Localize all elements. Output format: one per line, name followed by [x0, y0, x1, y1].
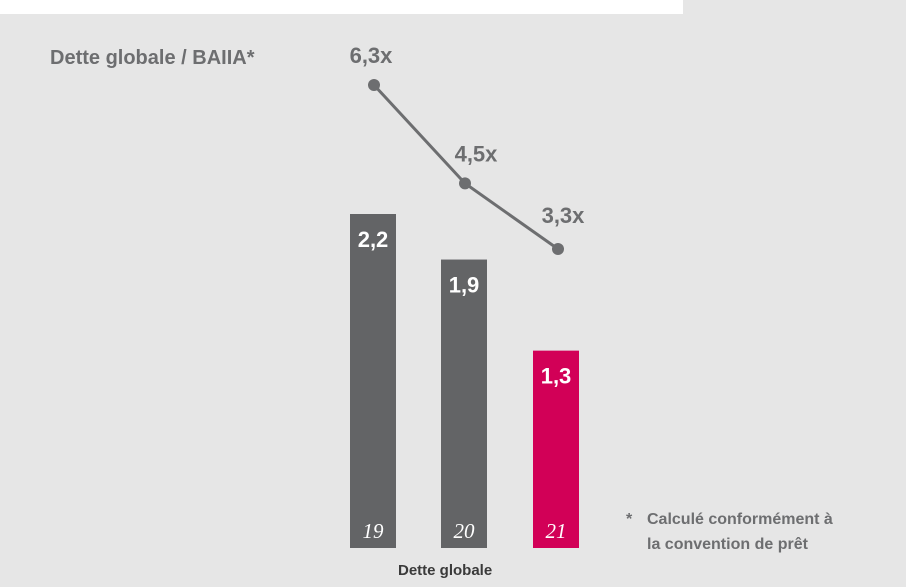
bar-value-label: 1,9 — [449, 273, 480, 298]
x-tick-label: 20 — [454, 519, 476, 543]
bar-value-label: 1,3 — [541, 364, 572, 389]
ratio-value-label: 6,3x — [350, 43, 394, 68]
footnote: * Calculé conformément à la convention d… — [626, 507, 836, 557]
bar-19 — [350, 214, 396, 548]
x-tick-label: 19 — [363, 519, 385, 543]
ratio-point — [368, 79, 380, 91]
chart-title: Dette globale / BAIIA* — [50, 47, 255, 69]
ratio-point — [459, 177, 471, 190]
bar-value-label: 2,2 — [358, 227, 389, 252]
ratio-value-label: 4,5x — [455, 141, 499, 166]
x-axis-title: Dette globale — [398, 562, 493, 579]
bar-20 — [441, 259, 487, 548]
ratio-point — [552, 243, 564, 255]
x-tick-label: 21 — [546, 519, 567, 543]
top-white-strip — [0, 0, 683, 14]
ratio-value-label: 3,3x — [542, 203, 586, 228]
bar-21 — [533, 350, 579, 548]
footnote-text: Calculé conformément à la convention de … — [647, 511, 833, 553]
ratio-line — [372, 83, 559, 251]
footnote-marker: * — [626, 511, 633, 528]
